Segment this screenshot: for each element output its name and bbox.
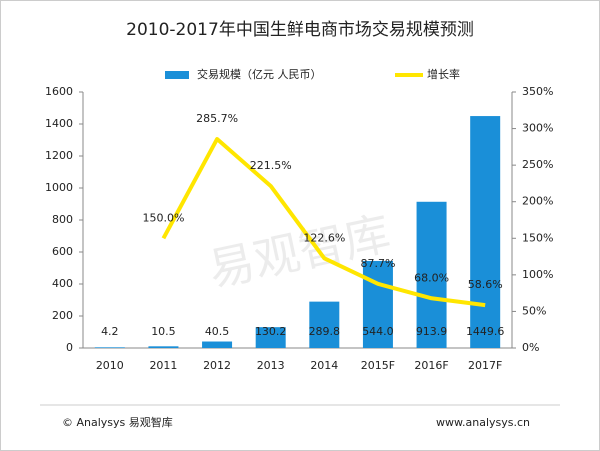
data-label: 150.0%: [142, 211, 184, 224]
y2-tick-label: 200%: [522, 195, 553, 208]
data-label: 913.9: [416, 325, 448, 338]
y-tick-label: 1000: [45, 181, 73, 194]
data-label: 40.5: [205, 325, 230, 338]
y-tick-label: 1200: [45, 149, 73, 162]
bar: [94, 347, 125, 348]
bar: [202, 341, 233, 348]
line: [161, 137, 486, 308]
y-tick-label: 200: [52, 309, 73, 322]
x-tick-label: 2016F: [414, 359, 448, 372]
data-label: 544.0: [362, 325, 394, 338]
y-tick-label: 0: [66, 341, 73, 354]
x-tick-label: 2011: [149, 359, 177, 372]
data-label: 87.7%: [360, 257, 395, 270]
x-tick-label: 2010: [96, 359, 124, 372]
y-tick-label: 1600: [45, 85, 73, 98]
data-label: 68.0%: [414, 271, 449, 284]
bar: [470, 116, 501, 349]
y2-tick-label: 100%: [522, 268, 553, 281]
y2-tick-label: 350%: [522, 85, 553, 98]
data-label: 130.2: [255, 325, 287, 338]
data-label: 289.8: [309, 325, 341, 338]
y-tick-label: 400: [52, 277, 73, 290]
y2-tick-label: 250%: [522, 158, 553, 171]
x-tick-label: 2014: [310, 359, 338, 372]
data-label: 122.6%: [303, 231, 345, 244]
bar: [416, 201, 447, 348]
bar: [255, 327, 286, 348]
y2-tick-label: 150%: [522, 231, 553, 244]
x-tick-label: 2013: [257, 359, 285, 372]
y2-tick-label: 0%: [522, 341, 539, 354]
y-tick-label: 600: [52, 245, 73, 258]
legend-label: 交易规模（亿元 人民币）: [197, 67, 322, 81]
data-label: 285.7%: [196, 112, 238, 125]
legend-label: 增长率: [427, 67, 460, 81]
data-label: 221.5%: [250, 159, 292, 172]
data-label: 4.2: [101, 325, 119, 338]
y-tick-label: 1400: [45, 117, 73, 130]
chart-title: 2010-2017年中国生鲜电商市场交易规模预测: [126, 20, 474, 40]
bar: [309, 301, 340, 348]
footer-left: © Analysys 易观智库: [62, 415, 173, 429]
data-label: 1449.6: [466, 325, 505, 338]
data-label: 10.5: [151, 325, 176, 338]
y-tick-label: 800: [52, 213, 73, 226]
legend-swatch: [165, 71, 189, 79]
bar: [362, 260, 393, 348]
x-tick-label: 2015F: [361, 359, 395, 372]
y2-tick-label: 300%: [522, 122, 553, 135]
x-tick-label: 2017F: [468, 359, 502, 372]
y2-tick-label: 50%: [522, 304, 546, 317]
x-tick-label: 2012: [203, 359, 231, 372]
bar: [148, 346, 179, 348]
data-label: 58.6%: [468, 278, 503, 291]
footer-right: www.analysys.cn: [436, 416, 530, 429]
